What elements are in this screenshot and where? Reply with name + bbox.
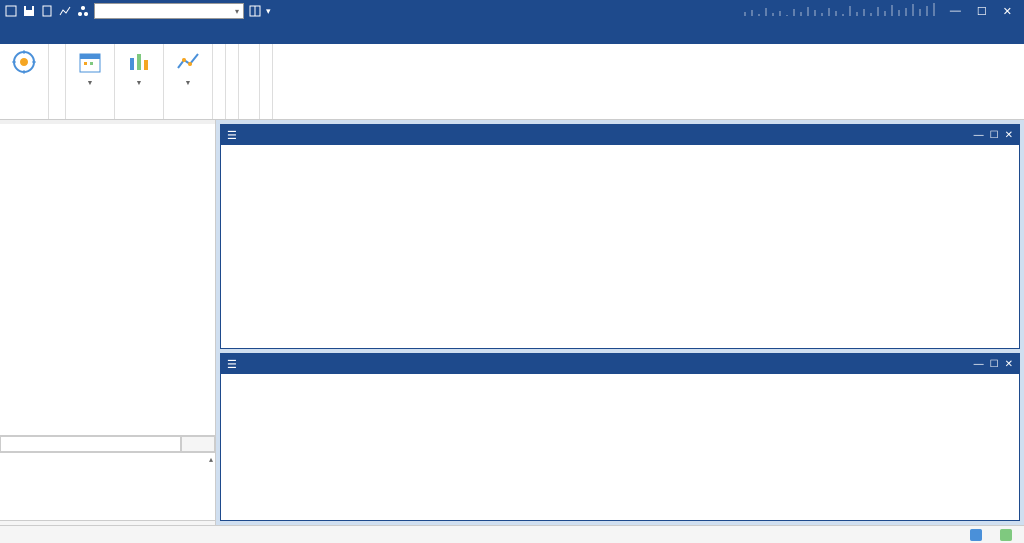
report-body[interactable] bbox=[221, 374, 1019, 520]
hamburger-icon[interactable]: ☰ bbox=[227, 358, 237, 371]
search-input[interactable] bbox=[0, 436, 181, 452]
panel-maximize-button[interactable]: ☐ bbox=[990, 359, 999, 370]
panel-close-button[interactable]: ✕ bbox=[1005, 359, 1013, 370]
graph-panel: ☰ — ☐ ✕ bbox=[220, 124, 1020, 349]
panel-maximize-button[interactable]: ☐ bbox=[990, 130, 999, 141]
maximize-button[interactable]: ☐ bbox=[971, 5, 993, 18]
status-hierarchy[interactable] bbox=[970, 529, 986, 541]
expert-selection-icon bbox=[10, 48, 38, 76]
close-button[interactable]: ✕ bbox=[997, 5, 1018, 18]
navigator-history[interactable] bbox=[0, 452, 215, 520]
panel-minimize-button[interactable]: — bbox=[974, 130, 984, 141]
chart-legend bbox=[231, 306, 1009, 316]
ribbon: ▼ ▼ ▼ bbox=[0, 44, 1024, 120]
save-icon[interactable] bbox=[22, 4, 36, 18]
hamburger-icon[interactable]: ☰ bbox=[227, 129, 237, 142]
doc-icon[interactable] bbox=[40, 4, 54, 18]
pane-icon[interactable] bbox=[248, 4, 262, 18]
units-icon bbox=[1000, 529, 1012, 541]
exp-smoothing-group-label bbox=[55, 116, 59, 117]
report-panel: ☰ — ☐ ✕ bbox=[220, 353, 1020, 521]
hierarchy-icon bbox=[970, 529, 982, 541]
status-units[interactable] bbox=[1000, 529, 1016, 541]
custom-component-button[interactable]: ▼ bbox=[121, 46, 157, 89]
minimize-button[interactable]: — bbox=[944, 5, 967, 17]
events-button[interactable]: ▼ bbox=[72, 46, 108, 89]
expert-selection-button[interactable] bbox=[6, 46, 42, 80]
new-icon[interactable] bbox=[4, 4, 18, 18]
navigator-tree[interactable] bbox=[0, 124, 215, 435]
events-icon bbox=[76, 48, 104, 76]
sparkline-icon bbox=[740, 2, 940, 20]
dynamic-regression-button[interactable]: ▼ bbox=[170, 46, 206, 89]
chart-icon[interactable] bbox=[58, 4, 72, 18]
panel-minimize-button[interactable]: — bbox=[974, 359, 984, 370]
tree-icon[interactable] bbox=[76, 4, 90, 18]
navigator-tab[interactable] bbox=[0, 520, 215, 525]
panel-close-button[interactable]: ✕ bbox=[1005, 130, 1013, 141]
dynamic-regression-icon bbox=[174, 48, 202, 76]
find-button[interactable] bbox=[181, 436, 215, 452]
other-group-label bbox=[245, 116, 253, 117]
forecast-chart bbox=[231, 151, 1009, 301]
titlebar: ▾ — ☐ ✕ bbox=[0, 0, 1024, 22]
custom-component-icon bbox=[125, 48, 153, 76]
navigator-panel bbox=[0, 120, 216, 525]
menubar bbox=[0, 22, 1024, 44]
statusbar bbox=[0, 525, 1024, 543]
model-dropdown[interactable] bbox=[94, 3, 244, 19]
